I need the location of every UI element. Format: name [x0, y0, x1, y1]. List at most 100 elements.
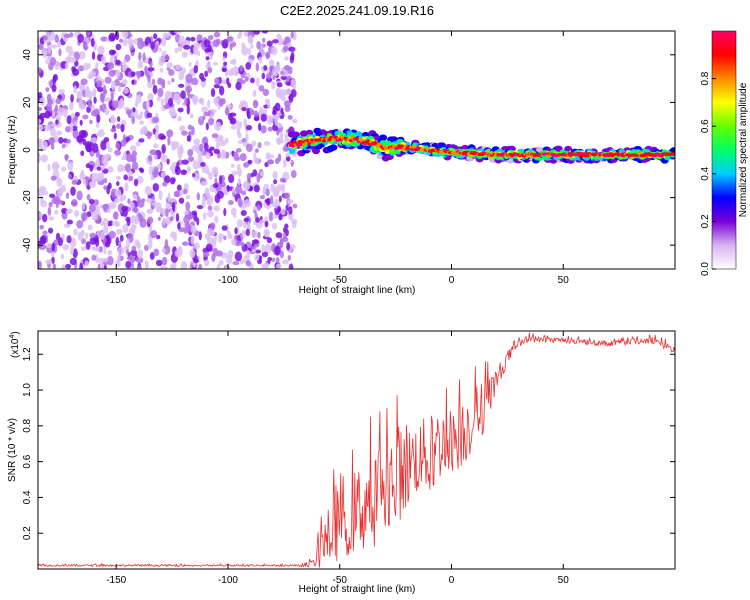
- spectrogram-noise-blob: [238, 121, 243, 129]
- spectrogram-noise-blob: [175, 212, 180, 223]
- spectrogram-noise-blob: [186, 135, 191, 142]
- spectrogram-noise-blob: [189, 113, 194, 119]
- spectrogram-noise-blob: [136, 265, 142, 269]
- spectrogram-x-label: Height of straight line (km): [299, 285, 416, 296]
- spectrogram-noise-blob: [73, 209, 80, 217]
- spectrogram-noise-blob: [50, 175, 57, 181]
- spectrogram-noise-blob: [162, 32, 170, 38]
- spectrogram-noise-blob: [62, 244, 70, 251]
- spectrogram-noise-blob: [105, 141, 110, 150]
- spectrogram-noise-blob: [90, 110, 99, 117]
- spectrogram-noise-blob: [38, 124, 44, 131]
- spectrogram-noise-blob: [174, 31, 182, 34]
- spectrogram-noise-blob: [85, 176, 89, 186]
- snr-frame: [37, 330, 676, 570]
- snr-x-label: Height of straight line (km): [299, 584, 416, 595]
- spectrogram-noise-blob: [201, 115, 206, 121]
- spectrogram-noise-blob: [288, 206, 293, 215]
- spectrogram-noise-blob: [264, 98, 269, 104]
- spectrogram-noise-blob: [116, 181, 120, 187]
- spectrogram-noise-blob: [99, 92, 105, 103]
- spectrogram-noise-blob: [142, 52, 146, 62]
- spectrogram-noise-blob: [38, 243, 47, 250]
- spectrogram-noise-blob: [122, 38, 128, 47]
- spectrogram-noise-blob: [58, 137, 64, 144]
- spectrogram-noise-blob: [177, 45, 183, 52]
- spectrogram-noise-blob: [217, 237, 223, 243]
- spectrogram-noise-blob: [203, 259, 210, 267]
- spectrogram-noise-blob: [82, 40, 88, 50]
- spectrogram-noise-blob: [117, 246, 125, 255]
- spectrogram-noise-blob: [115, 69, 121, 78]
- spectrogram-noise-blob: [66, 219, 74, 225]
- spectrogram-noise-blob: [279, 131, 284, 140]
- spectrogram-noise-blob: [275, 87, 282, 98]
- spectrogram-noise-blob: [281, 96, 287, 102]
- spectrogram-noise-blob: [290, 170, 297, 179]
- spectrogram-noise-blob: [232, 66, 239, 76]
- spectrogram-noise-blob: [52, 75, 57, 85]
- spectrogram-noise-blob: [137, 39, 145, 50]
- spectrogram-noise-blob: [131, 245, 137, 252]
- spectrogram-noise-blob: [257, 142, 262, 149]
- spectrogram-noise-blob: [134, 99, 139, 108]
- spectrogram-noise-blob: [113, 211, 119, 220]
- spectrogram-noise-blob: [191, 125, 195, 136]
- spectrogram-noise-blob: [78, 83, 84, 91]
- spectrogram-noise-blob: [171, 112, 178, 117]
- spectrogram-noise-blob: [205, 152, 211, 160]
- spectrogram-noise-blob: [119, 196, 124, 203]
- spectrogram-noise-blob: [51, 110, 56, 118]
- spectrogram-noise-blob: [45, 57, 51, 65]
- spectrogram-noise-blob: [41, 47, 48, 57]
- spectrogram-noise-blob: [135, 141, 141, 147]
- spectrogram-noise-blob: [38, 260, 42, 269]
- spectrogram-noise-blob: [167, 192, 171, 203]
- spectrogram-noise-blob: [58, 88, 65, 95]
- spectrogram-noise-blob: [274, 116, 278, 126]
- spectrogram-noise-blob: [223, 235, 227, 241]
- spectrogram-noise-blob: [56, 130, 62, 136]
- spectrogram-noise-blob: [63, 223, 70, 228]
- spectrogram-noise-blob: [163, 104, 171, 110]
- spectrogram-noise-blob: [103, 265, 107, 269]
- spectrogram-noise-blob: [259, 195, 266, 200]
- spectrogram-noise-blob: [146, 208, 152, 214]
- spectrogram-noise-blob: [61, 166, 67, 172]
- spectrogram-noise-blob: [218, 98, 224, 107]
- spectrogram-noise-blob: [275, 263, 282, 269]
- spectrogram-x-tick-label: 50: [558, 275, 570, 286]
- spectrogram-noise-blob: [291, 118, 298, 124]
- spectrogram-noise-blob: [86, 146, 93, 153]
- spectrogram-noise-blob: [176, 184, 182, 191]
- spectrogram-noise-blob: [162, 217, 166, 226]
- spectrogram-noise-blob: [227, 230, 232, 239]
- spectrogram-noise-blob: [271, 80, 276, 90]
- spectrogram-noise-blob: [160, 152, 166, 162]
- spectrogram-noise-blob: [70, 198, 78, 207]
- spectrogram-noise-blob: [271, 257, 275, 263]
- spectrogram-noise-blob: [218, 85, 225, 96]
- snr-y-label: SNR (10 * v/v): [7, 418, 18, 482]
- spectrogram-noise-blob: [287, 254, 292, 261]
- spectrogram-noise-blob: [169, 177, 176, 185]
- spectrogram-noise-blob: [189, 248, 196, 259]
- spectrogram-noise-blob: [254, 249, 262, 254]
- spectrogram-noise-blob: [264, 261, 269, 269]
- spectrogram-noise-blob: [76, 190, 83, 201]
- spectrogram-noise-blob: [181, 130, 188, 136]
- spectrogram-noise-blob: [51, 83, 57, 93]
- spectrogram-noise-blob: [173, 191, 180, 198]
- spectrogram-noise-blob: [85, 241, 91, 250]
- spectrogram-noise-blob: [155, 202, 162, 212]
- spectrogram-noise-blob: [106, 166, 114, 174]
- spectrogram-noise-blob: [147, 239, 153, 250]
- spectrogram-noise-blob: [110, 116, 117, 124]
- spectrogram-signal-mark: [288, 148, 296, 154]
- colorbar-tick-label: 0.6: [700, 119, 711, 133]
- spectrogram-noise-blob: [272, 214, 279, 219]
- spectrogram-noise-blob: [257, 231, 261, 239]
- spectrogram-noise-blob: [251, 109, 255, 115]
- spectrogram-noise-blob: [63, 33, 71, 39]
- spectrogram-noise-blob: [48, 201, 53, 208]
